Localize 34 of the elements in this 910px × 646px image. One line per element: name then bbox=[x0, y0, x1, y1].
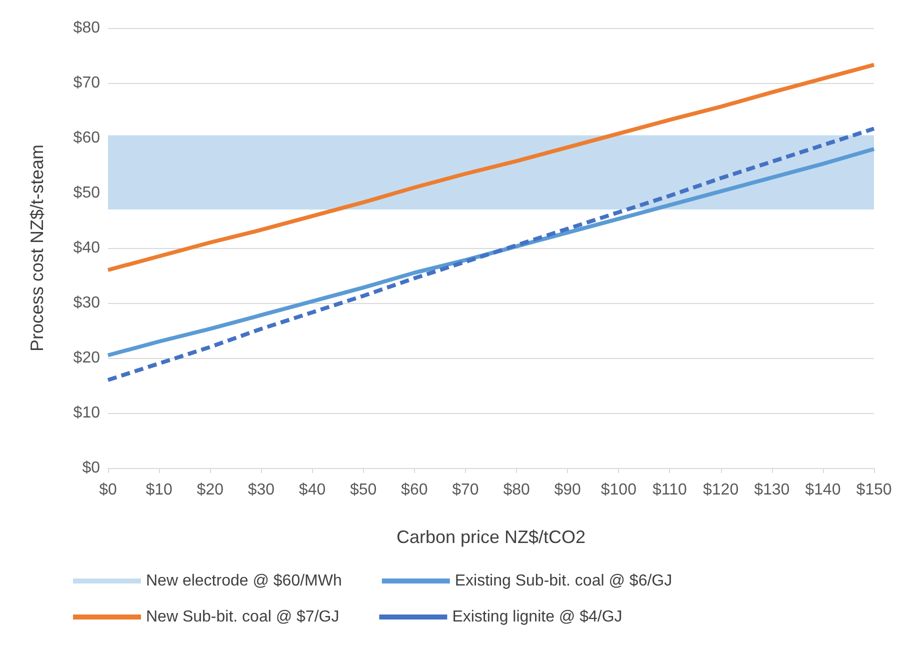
y-tick-label: $0 bbox=[82, 460, 100, 476]
line-series bbox=[106, 126, 876, 382]
y-tick-label: $50 bbox=[73, 184, 100, 202]
legend-label: Existing lignite @ $4/GJ bbox=[452, 608, 622, 626]
x-tick-label: $100 bbox=[600, 482, 637, 498]
x-tick-label: $130 bbox=[754, 482, 790, 498]
x-tick-label: $30 bbox=[248, 482, 275, 498]
line-series bbox=[106, 147, 876, 358]
x-tick-label: $140 bbox=[805, 482, 841, 498]
y-tick-label: $20 bbox=[73, 350, 100, 366]
x-tick-label: $50 bbox=[350, 482, 377, 498]
y-axis-title: Process cost NZ$/t-steam bbox=[27, 144, 47, 352]
x-tick-label: $0 bbox=[99, 482, 117, 498]
x-tick-label: $10 bbox=[146, 482, 173, 498]
y-tick-label: $10 bbox=[73, 404, 100, 422]
x-tick-label: $70 bbox=[452, 482, 479, 498]
x-tick-label: $120 bbox=[703, 482, 739, 498]
x-tick-label: $150 bbox=[856, 482, 892, 498]
x-tick-label: $90 bbox=[554, 482, 582, 498]
y-tick-label: $40 bbox=[73, 240, 100, 256]
y-tick-label: $60 bbox=[73, 130, 100, 146]
x-tick-label: $80 bbox=[503, 482, 530, 498]
x-tick-label: $60 bbox=[401, 482, 428, 498]
y-tick-label: $80 bbox=[73, 20, 100, 36]
x-tick-label: $20 bbox=[196, 482, 224, 498]
y-tick-label: $70 bbox=[73, 74, 100, 92]
line-series bbox=[106, 62, 876, 272]
y-tick-label: $30 bbox=[73, 294, 100, 312]
x-tick-label: $110 bbox=[652, 482, 688, 498]
legend-label: New Sub-bit. coal @ $7/GJ bbox=[146, 608, 340, 626]
legend-label: New electrode @ $60/MWh bbox=[146, 572, 342, 590]
x-axis-title: Carbon price NZ$/tCO2 bbox=[396, 527, 586, 547]
x-tick-label: $40 bbox=[298, 482, 326, 498]
legend-label: Existing Sub-bit. coal @ $6/GJ bbox=[454, 572, 672, 590]
